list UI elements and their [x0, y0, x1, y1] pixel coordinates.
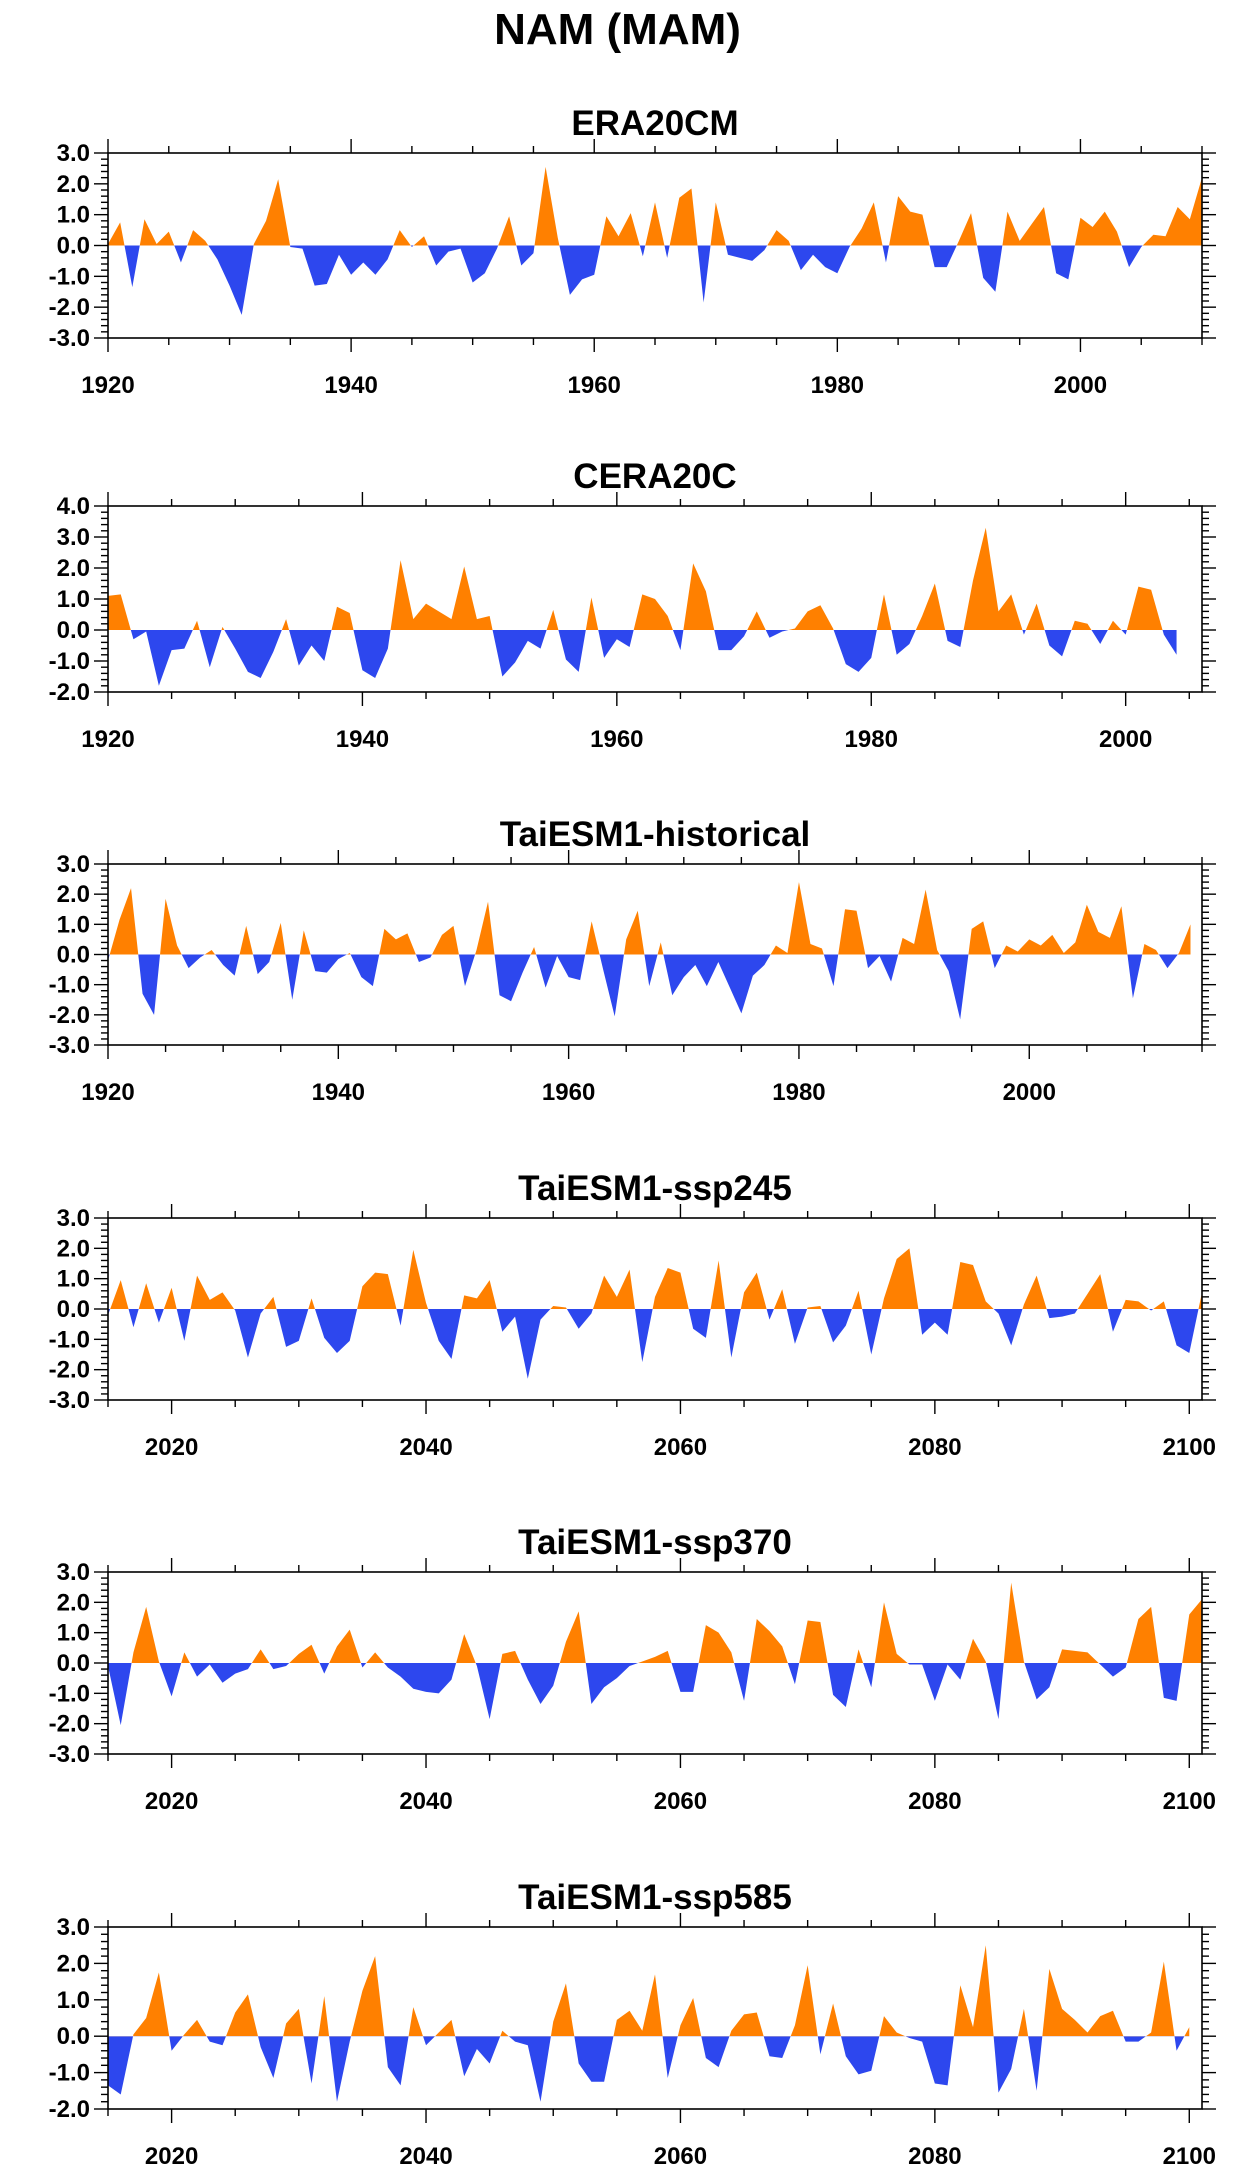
y-tick-label: 1.0 — [57, 586, 90, 613]
positive-area — [133, 1945, 1190, 2037]
y-tick-label: -1.0 — [49, 972, 90, 999]
panel-6: TaiESM1-ssp585 -2.0 -1.0 0.0 1.0 2.0 3.0 2020 20… — [49, 1878, 1216, 2170]
x-tick-label: 1920 — [81, 372, 134, 399]
x-tick-label: 1960 — [542, 1079, 595, 1106]
x-tick-label: 2040 — [399, 1788, 452, 1815]
y-tick-label: 1.0 — [57, 202, 90, 229]
y-tick-label: 2.0 — [57, 1235, 90, 1262]
x-tick-label: 1960 — [568, 372, 621, 399]
y-tick-label: 0.0 — [57, 617, 90, 644]
x-tick-label: 2000 — [1003, 1079, 1056, 1106]
x-tick-label: 1940 — [312, 1079, 365, 1106]
x-tick-label: 1980 — [772, 1079, 825, 1106]
y-tick-label: 0.0 — [57, 942, 90, 969]
x-tick-label: 2020 — [145, 1434, 198, 1461]
negative-area — [108, 1663, 1202, 1726]
y-tick-label: -1.0 — [49, 1680, 90, 1707]
x-tick-label: 1960 — [590, 726, 643, 753]
y-tick-label: -1.0 — [49, 2060, 90, 2087]
x-tick-label: 1940 — [324, 372, 377, 399]
panel-title: TaiESM1-ssp245 — [518, 1169, 792, 1208]
y-tick-label: -2.0 — [49, 2096, 90, 2123]
y-tick-label: 3.0 — [57, 140, 90, 167]
panel-title: TaiESM1-ssp370 — [518, 1523, 792, 1562]
x-tick-label: 2100 — [1163, 1434, 1216, 1461]
y-tick-label: 2.0 — [57, 1950, 90, 1977]
y-tick-label: 2.0 — [57, 555, 90, 582]
y-tick-label: 0.0 — [57, 1296, 90, 1323]
negative-area — [108, 1309, 1202, 1379]
x-tick-label: 2000 — [1054, 372, 1107, 399]
panel-title: CERA20C — [573, 457, 736, 496]
figure-title: NAM (MAM) — [494, 5, 741, 54]
x-tick-label: 1940 — [336, 726, 389, 753]
x-tick-label: 2020 — [145, 1788, 198, 1815]
y-tick-label: 1.0 — [57, 1620, 90, 1647]
x-tick-label: 2000 — [1099, 726, 1152, 753]
y-tick-label: 3.0 — [57, 524, 90, 551]
panel-title: TaiESM1-ssp585 — [518, 1878, 792, 1917]
x-tick-label: 2100 — [1163, 2143, 1216, 2170]
y-tick-label: -1.0 — [49, 648, 90, 675]
panel-4: TaiESM1-ssp245 -3.0 -2.0 -1.0 0.0 1.0 2.0 3.0 20… — [49, 1169, 1216, 1461]
negative-area — [108, 954, 1191, 1020]
y-tick-label: -3.0 — [49, 1032, 90, 1059]
x-tick-label: 2060 — [654, 1434, 707, 1461]
positive-area — [108, 166, 1202, 246]
panel-title: TaiESM1-historical — [500, 815, 811, 854]
y-tick-label: -2.0 — [49, 294, 90, 321]
y-tick-label: 2.0 — [57, 1589, 90, 1616]
x-tick-label: 2080 — [908, 1434, 961, 1461]
positive-area — [108, 1582, 1202, 1663]
y-tick-label: 1.0 — [57, 1266, 90, 1293]
y-tick-label: 4.0 — [57, 493, 90, 520]
x-tick-label: 1980 — [811, 372, 864, 399]
y-tick-label: 3.0 — [57, 1559, 90, 1586]
x-tick-label: 2040 — [399, 2143, 452, 2170]
x-tick-label: 1980 — [845, 726, 898, 753]
x-tick-label: 2020 — [145, 2143, 198, 2170]
y-tick-label: -2.0 — [49, 1002, 90, 1029]
x-tick-label: 2060 — [654, 2143, 707, 2170]
x-tick-label: 2060 — [654, 1788, 707, 1815]
positive-area — [108, 1248, 1202, 1309]
panel-1: ERA20CM -3.0 -2.0 -1.0 0.0 1.0 2.0 3.0 1920 1940 1… — [49, 104, 1216, 399]
y-tick-label: 3.0 — [57, 1914, 90, 1941]
y-tick-label: 1.0 — [57, 1987, 90, 2014]
y-tick-label: 0.0 — [57, 233, 90, 260]
y-tick-label: 0.0 — [57, 1650, 90, 1677]
panel-3: TaiESM1-historical -3.0 -2.0 -1.0 0.0 1.0 2.0 3… — [49, 815, 1216, 1106]
negative-area — [108, 630, 1177, 686]
y-tick-label: -2.0 — [49, 1711, 90, 1738]
y-tick-label: 0.0 — [57, 2023, 90, 2050]
y-tick-label: 2.0 — [57, 881, 90, 908]
y-tick-label: -3.0 — [49, 1741, 90, 1768]
y-tick-label: -1.0 — [49, 263, 90, 290]
panel-title: ERA20CM — [571, 104, 738, 143]
y-tick-label: -3.0 — [49, 325, 90, 352]
positive-area — [108, 882, 1191, 955]
y-tick-label: -1.0 — [49, 1326, 90, 1353]
panel-5: TaiESM1-ssp370 -3.0 -2.0 -1.0 0.0 1.0 2.0 3.0 20… — [49, 1523, 1216, 1815]
y-tick-label: -2.0 — [49, 679, 90, 706]
plot-frame — [107, 1926, 1203, 2110]
positive-area — [108, 527, 1177, 630]
x-tick-label: 2080 — [908, 2143, 961, 2170]
y-tick-label: 3.0 — [57, 1205, 90, 1232]
negative-area — [108, 245, 1202, 315]
y-tick-label: 3.0 — [57, 851, 90, 878]
panel-2: CERA20C -2.0 -1.0 0.0 1.0 2.0 3.0 4.0 1920 1940 19… — [49, 457, 1216, 753]
y-tick-label: 2.0 — [57, 171, 90, 198]
x-tick-label: 1920 — [81, 1079, 134, 1106]
y-tick-label: 1.0 — [57, 911, 90, 938]
x-tick-label: 1920 — [81, 726, 134, 753]
negative-area — [108, 2036, 1190, 2102]
y-tick-label: -2.0 — [49, 1357, 90, 1384]
x-tick-label: 2100 — [1163, 1788, 1216, 1815]
x-tick-label: 2080 — [908, 1788, 961, 1815]
x-tick-label: 2040 — [399, 1434, 452, 1461]
y-tick-label: -3.0 — [49, 1387, 90, 1414]
